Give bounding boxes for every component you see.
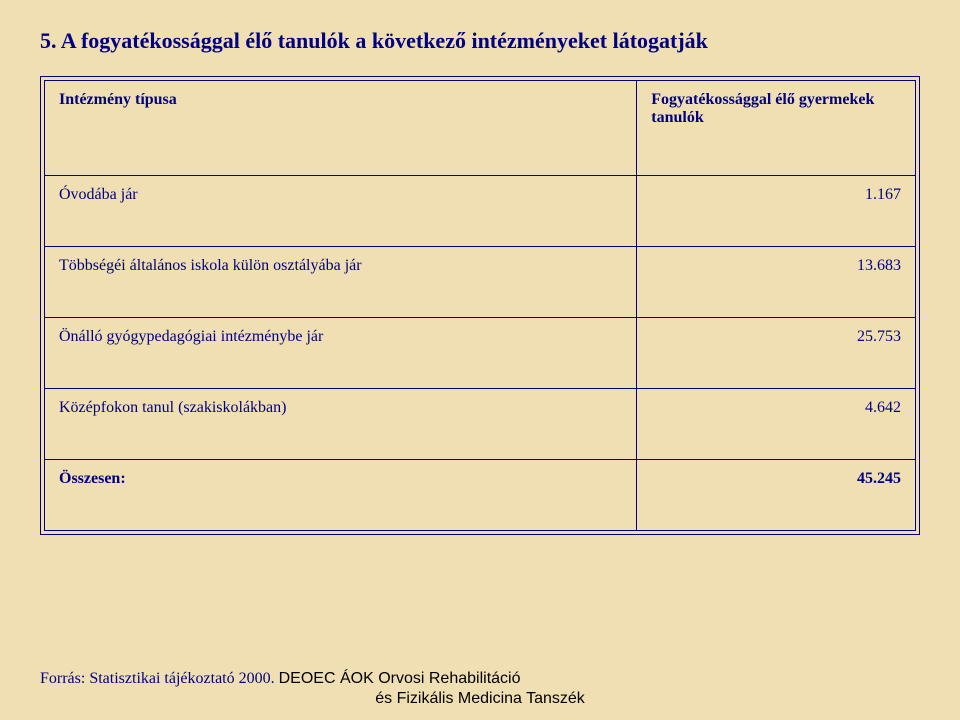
row-value: 1.167: [637, 176, 916, 247]
footer-line1: Forrás: Statisztikai tájékoztató 2000. D…: [40, 670, 920, 688]
row-label: Középfokon tanul (szakiskolákban): [45, 389, 637, 460]
data-table: Intézmény típusa Fogyatékossággal élő gy…: [44, 80, 916, 531]
row-value: 13.683: [637, 247, 916, 318]
table-row: Óvodába jár 1.167: [45, 176, 916, 247]
table-row: Önálló gyógypedagógiai intézménybe jár 2…: [45, 318, 916, 389]
header-col2: Fogyatékossággal élő gyermekek tanulók: [637, 81, 916, 176]
footer-source: Forrás: Statisztikai tájékoztató 2000.: [40, 670, 275, 688]
total-label: Összesen:: [45, 460, 637, 531]
table-container: Intézmény típusa Fogyatékossággal élő gy…: [40, 76, 920, 535]
row-label: Önálló gyógypedagógiai intézménybe jár: [45, 318, 637, 389]
row-value: 25.753: [637, 318, 916, 389]
row-label: Óvodába jár: [45, 176, 637, 247]
table-row: Többségéi általános iskola külön osztály…: [45, 247, 916, 318]
row-label: Többségéi általános iskola külön osztály…: [45, 247, 637, 318]
footer: Forrás: Statisztikai tájékoztató 2000. D…: [40, 670, 920, 708]
total-value: 45.245: [637, 460, 916, 531]
slide-container: 5. A fogyatékossággal élő tanulók a köve…: [0, 0, 960, 720]
row-value: 4.642: [637, 389, 916, 460]
slide-title: 5. A fogyatékossággal élő tanulók a köve…: [40, 28, 920, 54]
table-total-row: Összesen: 45.245: [45, 460, 916, 531]
header-col1: Intézmény típusa: [45, 81, 637, 176]
table-header-row: Intézmény típusa Fogyatékossággal élő gy…: [45, 81, 916, 176]
table-row: Középfokon tanul (szakiskolákban) 4.642: [45, 389, 916, 460]
footer-dept-line2: és Fizikális Medicina Tanszék: [40, 690, 920, 708]
footer-dept-line1: DEOEC ÁOK Orvosi Rehabilitáció: [279, 670, 521, 688]
